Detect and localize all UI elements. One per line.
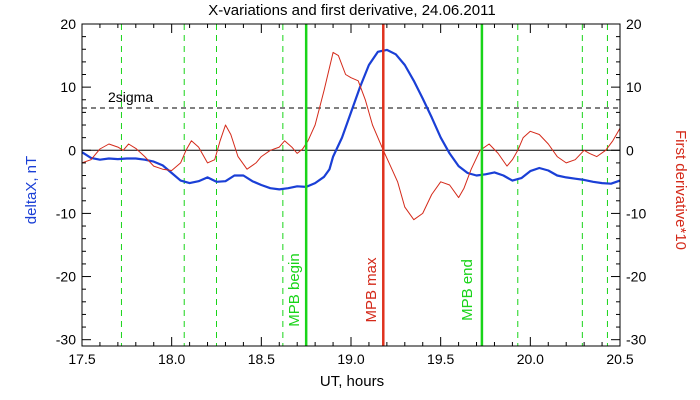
x-tick-label: 20.0 bbox=[517, 351, 544, 367]
y-tick-label-right: -10 bbox=[626, 205, 646, 221]
x-tick-label: 19.5 bbox=[427, 351, 454, 367]
plot-area: 17.5 18.0 18.5 19.0 19.5 20.0 20.5 20 20 10 10 0 0 -1… bbox=[56, 16, 647, 367]
mpb-end-label: MPB end bbox=[459, 259, 476, 321]
x-tick-label: 18.0 bbox=[158, 351, 185, 367]
y-tick-label-right: -20 bbox=[626, 269, 646, 285]
mpb-max-label: MPB max bbox=[363, 257, 380, 323]
x-tick-label: 17.5 bbox=[68, 351, 95, 367]
series-line-deltaX bbox=[81, 48, 621, 191]
plot-frame bbox=[81, 23, 621, 347]
chart-title: X-variations and first derivative, 24.06… bbox=[208, 2, 495, 19]
y-tick-label-left: -20 bbox=[56, 269, 76, 285]
y-axis-right-label: First derivative*10 bbox=[672, 130, 689, 250]
y-tick-label-right: 10 bbox=[626, 79, 642, 95]
x-axis-label: UT, hours bbox=[320, 373, 384, 390]
y-tick-label-right: -30 bbox=[626, 332, 646, 348]
y-axis-left-label: deltaX, nT bbox=[23, 156, 40, 224]
x-tick-label: 18.5 bbox=[248, 351, 275, 367]
y-tick-label-left: -10 bbox=[56, 205, 76, 221]
y-tick-label-left: 0 bbox=[68, 142, 76, 158]
y-tick-label-right: 0 bbox=[626, 142, 634, 158]
x-tick-label: 20.5 bbox=[606, 351, 633, 367]
series-line-derivative bbox=[81, 51, 621, 221]
mpb-begin-label: MPB begin bbox=[286, 253, 303, 326]
y-tick-label-left: 20 bbox=[60, 16, 76, 32]
y-tick-label-right: 20 bbox=[626, 16, 642, 32]
sigma-label: 2sigma bbox=[108, 89, 153, 105]
y-tick-label-left: 10 bbox=[60, 79, 76, 95]
x-tick-label: 19.0 bbox=[337, 351, 364, 367]
y-tick-label-left: -30 bbox=[56, 332, 76, 348]
